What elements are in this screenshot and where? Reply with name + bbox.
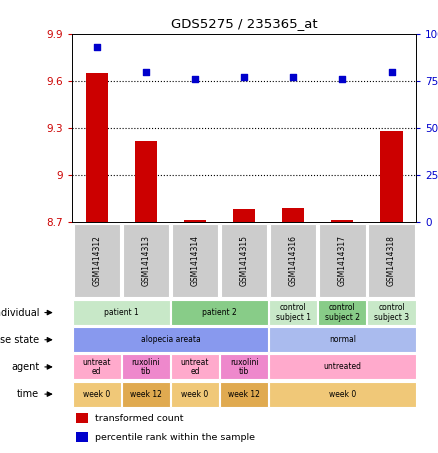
Bar <box>269 354 416 380</box>
Bar <box>184 221 206 222</box>
Bar <box>172 224 218 297</box>
Text: patient 2: patient 2 <box>202 308 237 317</box>
Bar <box>73 381 121 407</box>
Bar <box>269 300 318 325</box>
Point <box>240 73 247 81</box>
Text: week 0: week 0 <box>83 390 110 399</box>
Text: percentile rank within the sample: percentile rank within the sample <box>95 433 254 442</box>
Point <box>142 68 149 75</box>
Bar <box>86 73 108 222</box>
Title: GDS5275 / 235365_at: GDS5275 / 235365_at <box>171 17 318 30</box>
Text: individual: individual <box>0 308 39 318</box>
Bar <box>171 300 268 325</box>
Text: control
subject 2: control subject 2 <box>325 303 360 322</box>
Bar <box>269 327 416 352</box>
Point <box>191 76 198 83</box>
Bar <box>367 300 416 325</box>
Text: week 12: week 12 <box>228 390 260 399</box>
Point <box>93 43 100 51</box>
Bar <box>269 381 416 407</box>
Text: transformed count: transformed count <box>95 414 183 423</box>
Text: untreat
ed: untreat ed <box>181 357 209 376</box>
Text: GSM1414312: GSM1414312 <box>92 235 101 286</box>
Text: untreated: untreated <box>323 362 361 371</box>
Bar <box>381 131 403 222</box>
Bar <box>76 413 88 423</box>
Text: ruxolini
tib: ruxolini tib <box>132 357 160 376</box>
Bar <box>282 208 304 222</box>
Text: ruxolini
tib: ruxolini tib <box>230 357 258 376</box>
Text: GSM1414317: GSM1414317 <box>338 235 347 286</box>
Text: GSM1414316: GSM1414316 <box>289 235 298 286</box>
Bar <box>74 224 120 297</box>
Point <box>290 73 297 81</box>
Bar <box>220 354 268 380</box>
Bar <box>73 327 268 352</box>
Text: patient 1: patient 1 <box>104 308 139 317</box>
Bar <box>73 300 170 325</box>
Text: time: time <box>17 389 39 399</box>
Text: normal: normal <box>329 335 356 344</box>
Text: GSM1414318: GSM1414318 <box>387 235 396 286</box>
Text: disease state: disease state <box>0 335 39 345</box>
Bar <box>76 432 88 442</box>
Text: agent: agent <box>11 362 39 372</box>
Bar <box>332 221 353 222</box>
Text: control
subject 1: control subject 1 <box>276 303 311 322</box>
Bar <box>270 224 316 297</box>
Text: GSM1414313: GSM1414313 <box>141 235 150 286</box>
Text: GSM1414314: GSM1414314 <box>191 235 200 286</box>
Bar <box>319 224 365 297</box>
Text: control
subject 3: control subject 3 <box>374 303 409 322</box>
Bar <box>220 381 268 407</box>
Text: week 12: week 12 <box>130 390 162 399</box>
Text: untreat
ed: untreat ed <box>83 357 111 376</box>
Text: GSM1414315: GSM1414315 <box>240 235 249 286</box>
Point <box>388 68 395 75</box>
Bar <box>171 354 219 380</box>
Text: alopecia areata: alopecia areata <box>141 335 200 344</box>
Bar <box>122 354 170 380</box>
Bar <box>123 224 169 297</box>
Bar <box>233 209 255 222</box>
Point <box>339 76 346 83</box>
Bar <box>368 224 415 297</box>
Bar <box>318 300 367 325</box>
Bar <box>221 224 267 297</box>
Text: week 0: week 0 <box>181 390 208 399</box>
Text: week 0: week 0 <box>329 390 356 399</box>
Bar <box>171 381 219 407</box>
Bar <box>135 140 157 222</box>
Bar <box>73 354 121 380</box>
Bar <box>122 381 170 407</box>
